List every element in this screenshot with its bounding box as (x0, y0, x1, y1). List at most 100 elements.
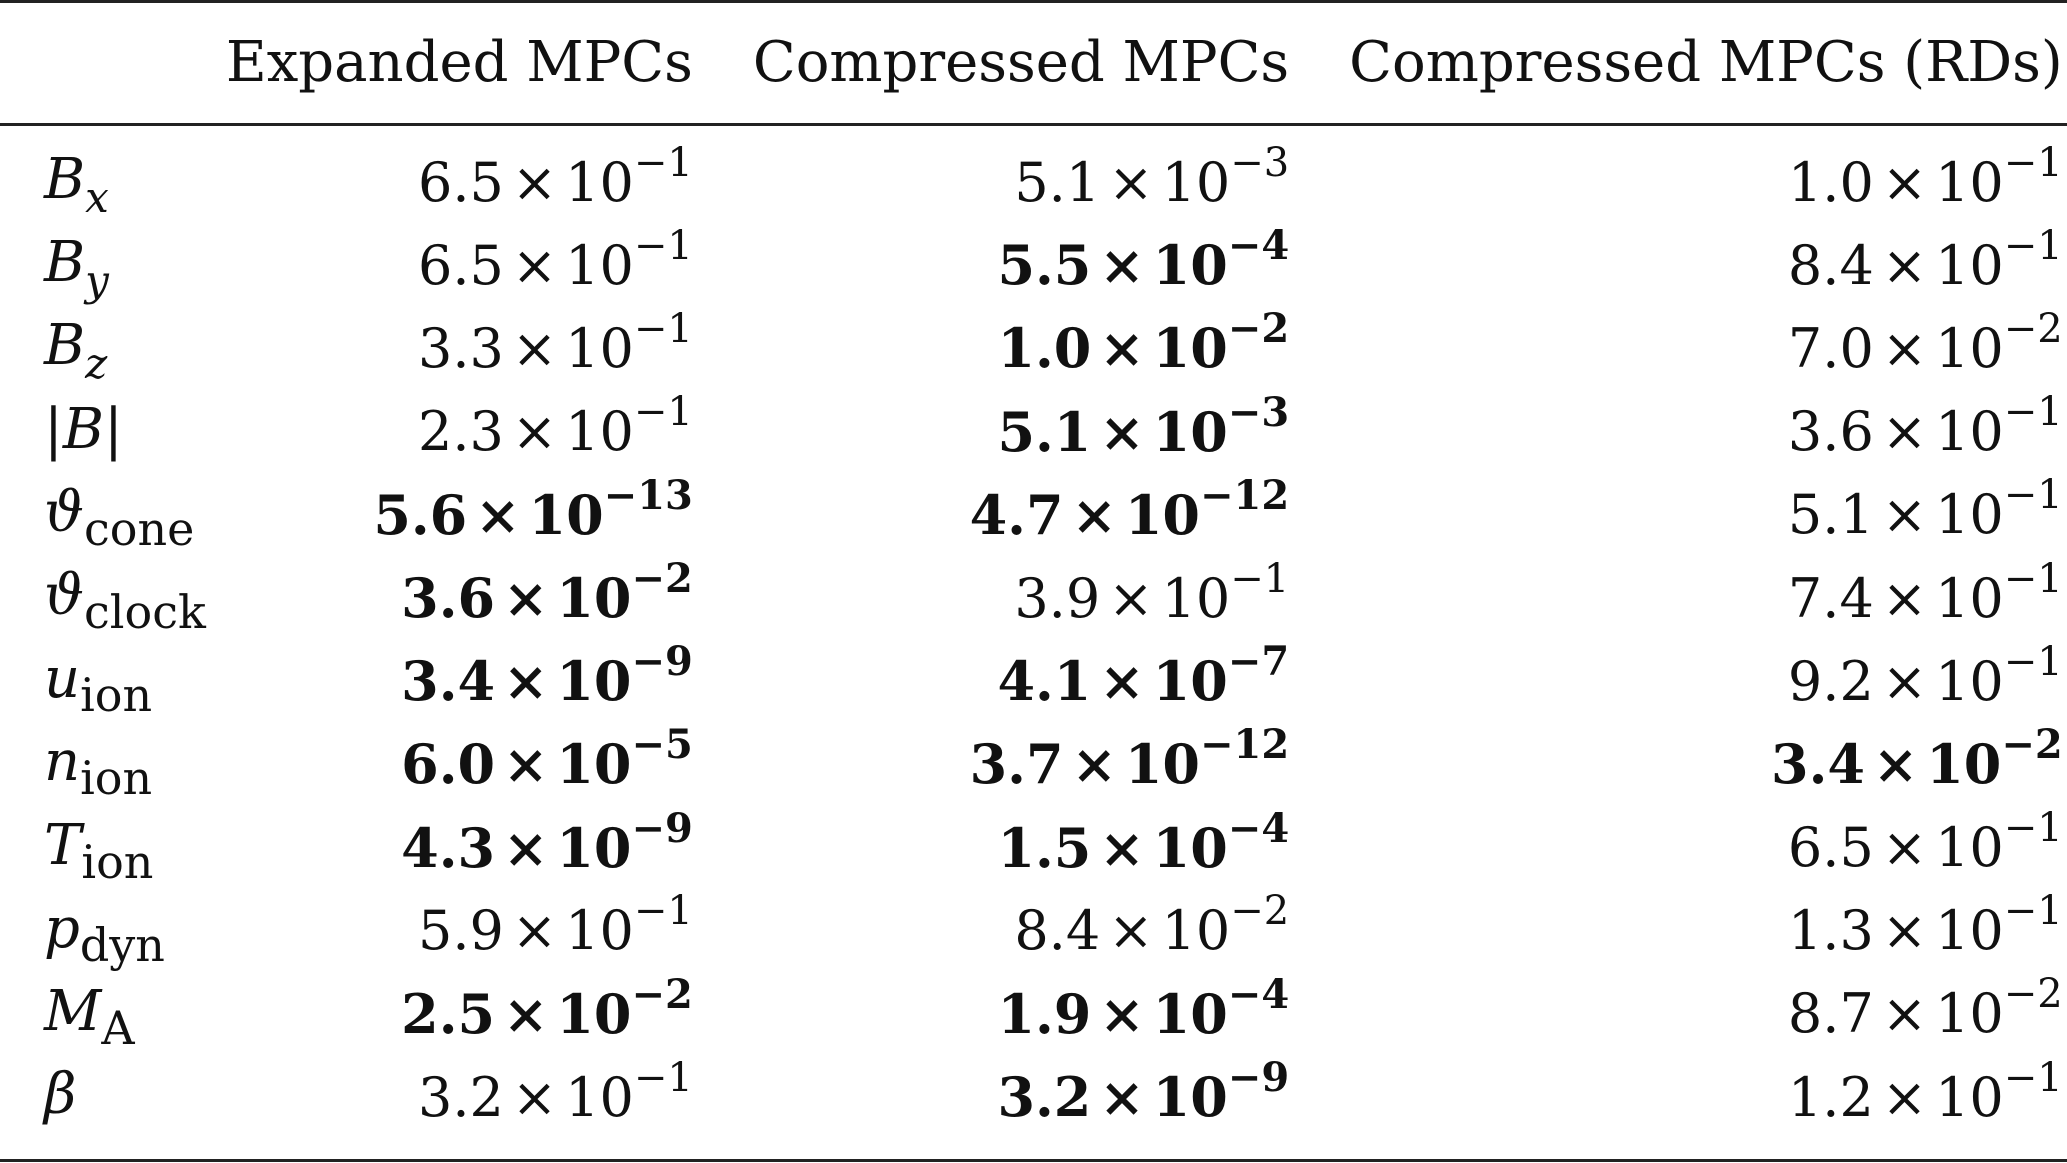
row-symbol: u (44, 646, 81, 712)
cell-exponent: −1 (633, 305, 693, 352)
cell-exponent: −1 (1230, 555, 1290, 602)
times-symbol: × (1881, 483, 1928, 547)
table-row: ϑclock 3.6 × 10−2 3.9 × 10−1 7.4 × 10−1 (0, 554, 2067, 639)
cell-base: 10 (556, 815, 632, 880)
times-symbol: × (1872, 732, 1919, 797)
cell-mantissa: 3.2 (418, 1065, 504, 1129)
cell-mantissa: 5.5 (997, 233, 1092, 298)
cell-compressed-mpcs: 5.1 × 10−3 (693, 388, 1289, 471)
cell-base: 10 (1935, 150, 2004, 214)
cell-exponent: −9 (1227, 1054, 1290, 1102)
cell-exponent: −1 (2003, 638, 2063, 685)
times-symbol: × (1881, 233, 1928, 297)
cell-exponent: −2 (2001, 721, 2063, 769)
cell-exponent: −1 (2003, 805, 2063, 852)
times-symbol: × (1071, 482, 1117, 547)
cell-exponent: −12 (1199, 721, 1290, 769)
cell-exponent: −12 (1199, 471, 1290, 519)
times-symbol: × (503, 566, 549, 631)
times-symbol: × (1881, 150, 1928, 214)
times-symbol: × (503, 649, 549, 714)
row-symbol: ϑ (44, 563, 85, 629)
table-header: Expanded MPCs Compressed MPCs Compressed… (0, 0, 2067, 124)
cell-mantissa: 1.0 (997, 316, 1092, 381)
times-symbol: × (1071, 732, 1117, 797)
cell-exponent: −1 (2003, 555, 2063, 602)
times-symbol: × (1108, 150, 1154, 214)
cell-compressed-mpcs: 1.5 × 10−4 (693, 804, 1289, 887)
cell-base: 10 (1935, 233, 2004, 297)
cell-compressed-mpcs-rds: 3.4 × 10−2 (1289, 720, 2067, 803)
cell-expanded-mpcs: 3.2 × 10−1 (206, 1053, 693, 1136)
cell-base: 10 (1124, 732, 1200, 797)
cell-base: 10 (1935, 400, 2004, 464)
row-subscript: dyn (79, 917, 165, 972)
table-row: pdyn 5.9 × 10−1 8.4 × 10−2 1.3 × 10−1 (0, 887, 2067, 972)
cell-base: 10 (1152, 649, 1228, 714)
times-symbol: × (1099, 233, 1145, 298)
row-symbol: T (44, 812, 82, 878)
times-symbol: × (1881, 899, 1928, 963)
cell-base: 10 (1935, 566, 2004, 630)
row-label: ϑclock (0, 554, 206, 639)
row-subscript: ion (80, 751, 153, 806)
cell-base: 10 (1161, 899, 1231, 963)
cell-base: 10 (1152, 981, 1228, 1046)
times-symbol: × (503, 981, 549, 1046)
cell-base: 10 (556, 732, 632, 797)
row-subscript: A (101, 1000, 135, 1055)
times-symbol: × (1099, 981, 1145, 1046)
times-symbol: × (511, 400, 558, 464)
times-symbol: × (511, 316, 558, 380)
cell-base: 10 (1935, 316, 2004, 380)
cell-mantissa: 1.3 (1787, 899, 1874, 963)
cell-compressed-mpcs-rds: 1.3 × 10−1 (1289, 887, 2067, 970)
cell-compressed-mpcs: 5.5 × 10−4 (693, 221, 1289, 304)
cell-expanded-mpcs: 4.3 × 10−9 (206, 804, 693, 887)
cell-mantissa: 1.0 (1787, 150, 1874, 214)
header-expanded-mpcs: Expanded MPCs (225, 29, 693, 95)
times-symbol: × (1099, 815, 1145, 880)
cell-mantissa: 8.4 (1787, 233, 1874, 297)
cell-exponent: −9 (631, 804, 693, 852)
row-symbol: B (44, 313, 86, 379)
cell-mantissa: 3.4 (1771, 732, 1865, 797)
table-row: Bx 6.5 × 10−1 5.1 × 10−3 1.0 × 10−1 (0, 124, 2067, 223)
cell-mantissa: 5.1 (1787, 483, 1874, 547)
cell-mantissa: 7.0 (1787, 316, 1874, 380)
row-subscript: ion (80, 668, 153, 723)
cell-mantissa: 5.6 (373, 482, 468, 547)
cell-expanded-mpcs: 2.5 × 10−2 (206, 970, 693, 1053)
row-label: nion (0, 720, 206, 806)
row-subscript: x (85, 173, 109, 223)
cell-base: 10 (1161, 150, 1231, 214)
header-compressed-mpcs: Compressed MPCs (752, 29, 1290, 95)
times-symbol: × (475, 482, 521, 547)
cell-exponent: −5 (631, 721, 693, 769)
table-body: Bx 6.5 × 10−1 5.1 × 10−3 1.0 × 10−1 By 6.5 × 10−1 5.5 ×… (0, 124, 2067, 1136)
times-symbol: × (511, 1065, 558, 1129)
row-symbol: B (44, 147, 86, 213)
row-symbol: |B| (44, 396, 123, 462)
cell-expanded-mpcs: 3.6 × 10−2 (206, 554, 693, 637)
cell-base: 10 (1935, 1065, 2004, 1129)
times-symbol: × (1099, 316, 1145, 381)
cell-exponent: −1 (2003, 472, 2063, 519)
cell-exponent: −4 (1227, 222, 1290, 270)
table-row: Tion 4.3 × 10−9 1.5 × 10−4 6.5 × 10−1 (0, 804, 2067, 889)
cell-mantissa: 3.6 (1787, 400, 1874, 464)
row-symbol: p (44, 895, 80, 961)
cell-base: 10 (565, 1065, 634, 1129)
table-row: ϑcone 5.6 × 10−13 4.7 × 10−12 5.1 × 10−1 (0, 471, 2067, 556)
cell-mantissa: 3.6 (401, 566, 496, 631)
cell-compressed-mpcs-rds: 1.2 × 10−1 (1289, 1053, 2067, 1136)
header-row: Expanded MPCs Compressed MPCs Compressed… (0, 0, 2067, 124)
cell-exponent: −1 (633, 888, 693, 935)
times-symbol: × (511, 899, 558, 963)
times-symbol: × (1108, 899, 1154, 963)
row-label: Bx (0, 124, 206, 223)
table-row: By 6.5 × 10−1 5.5 × 10−4 8.4 × 10−1 (0, 221, 2067, 305)
cell-mantissa: 6.5 (418, 150, 504, 214)
cell-mantissa: 3.7 (969, 732, 1064, 797)
row-label: uion (0, 637, 206, 723)
